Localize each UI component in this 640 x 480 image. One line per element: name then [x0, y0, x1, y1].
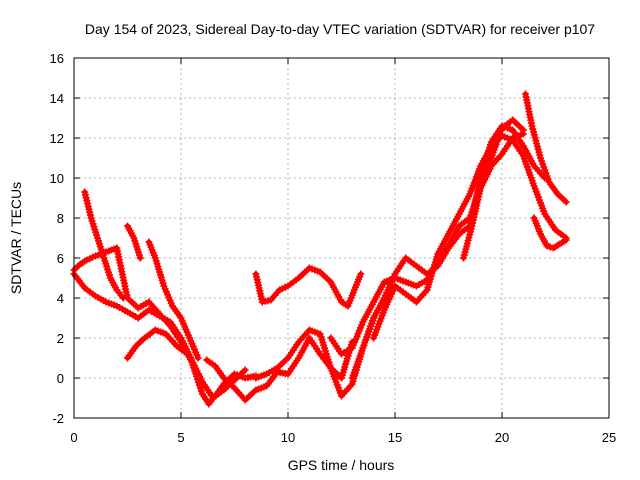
data-point: [519, 130, 527, 138]
x-tick-label: 15: [388, 430, 402, 445]
series-track-14: [522, 90, 570, 206]
series-track-2: [70, 270, 249, 402]
data-point: [119, 294, 127, 302]
data-point: [562, 236, 570, 244]
y-tick-label: -2: [52, 411, 64, 426]
plot-frame: [73, 57, 610, 419]
series-trace: [71, 271, 248, 401]
series-track-12: [370, 132, 570, 342]
y-axis-label: SDTVAR / TECUs: [8, 182, 24, 294]
x-axis-label: GPS time / hours: [288, 457, 395, 473]
data-point: [543, 242, 551, 250]
series-track-5: [145, 238, 202, 362]
series-track-11: [348, 122, 549, 382]
data-point: [357, 270, 365, 278]
series-track-13: [460, 130, 527, 262]
data-series: [70, 90, 570, 408]
y-tick-label: 2: [57, 331, 64, 346]
y-tick-label: 10: [50, 171, 64, 186]
y-tick-label: 14: [50, 91, 64, 106]
chart-title: Day 154 of 2023, Sidereal Day-to-day VTE…: [85, 21, 595, 37]
y-tick-label: 0: [57, 371, 64, 386]
series-track-6: [124, 326, 191, 362]
series-track-4: [124, 222, 144, 262]
data-point: [183, 350, 191, 358]
y-tick-label: 6: [57, 251, 64, 266]
data-point: [136, 254, 144, 262]
series-track-3: [81, 188, 127, 302]
x-tick-label: 25: [602, 430, 616, 445]
data-point: [194, 354, 202, 362]
series-trace: [349, 123, 548, 381]
series-track-15: [530, 214, 570, 252]
y-tick-label: 4: [57, 291, 64, 306]
axis-ticks: 0 5 10 15 20 25 -2 0 2 4 6 8 10 12 14 16: [50, 51, 617, 445]
x-tick-label: 5: [177, 430, 184, 445]
series-track-10: [327, 116, 527, 358]
data-point: [562, 198, 570, 206]
data-point: [241, 366, 249, 374]
y-tick-label: 12: [50, 131, 64, 146]
y-tick-label: 16: [50, 51, 64, 66]
series-track-8: [252, 264, 365, 310]
x-tick-label: 10: [281, 430, 295, 445]
x-tick-label: 0: [70, 430, 77, 445]
y-tick-label: 8: [57, 211, 64, 226]
x-tick-label: 20: [495, 430, 509, 445]
